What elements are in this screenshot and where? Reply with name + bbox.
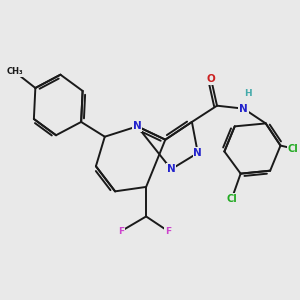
- Text: CH₃: CH₃: [6, 67, 23, 76]
- Text: N: N: [167, 164, 176, 174]
- Text: O: O: [207, 74, 215, 84]
- Text: Cl: Cl: [226, 194, 237, 204]
- Text: F: F: [118, 227, 124, 236]
- Text: N: N: [194, 148, 202, 158]
- Text: N: N: [239, 103, 248, 114]
- Text: H: H: [244, 89, 252, 98]
- Text: F: F: [165, 227, 171, 236]
- Text: Cl: Cl: [288, 143, 298, 154]
- Text: N: N: [133, 122, 142, 131]
